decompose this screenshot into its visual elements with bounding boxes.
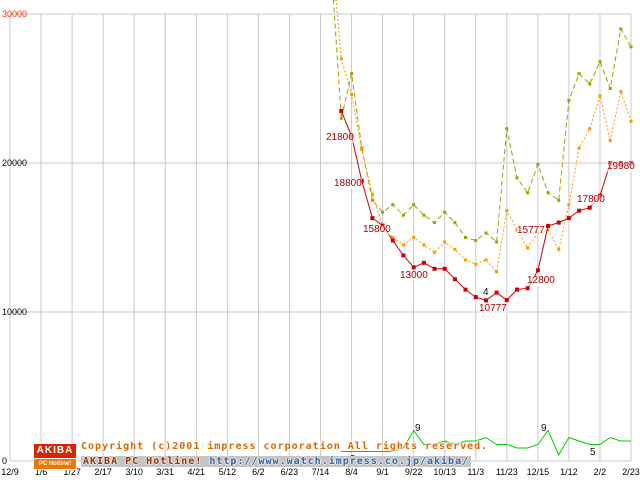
marker-olive-dashed-line <box>546 191 550 195</box>
marker-red-solid-line <box>587 205 592 210</box>
series-olive-dashed-line <box>332 0 632 244</box>
marker-orange-dotted-line <box>391 236 395 239</box>
marker-red-solid-line <box>463 287 468 292</box>
marker-olive-dashed-line <box>536 163 540 166</box>
marker-red-solid-line <box>432 266 437 271</box>
marker-olive-dashed-line <box>505 127 509 131</box>
marker-olive-dashed-line <box>515 176 519 180</box>
marker-orange-dotted-line <box>495 270 499 274</box>
marker-olive-dashed-line <box>588 82 592 86</box>
akiba-logo-bottom-text: PC Hotline! <box>33 459 77 470</box>
akiba-logo: AKIBA PC Hotline! <box>33 443 77 470</box>
marker-olive-dashed-line <box>495 240 499 244</box>
site-name-text: AKIBA PC Hotline! <box>83 456 203 467</box>
marker-olive-dashed-line <box>391 203 395 207</box>
marker-red-solid-line <box>566 216 571 221</box>
marker-red-solid-line <box>525 286 530 291</box>
marker-olive-dashed-line <box>608 87 612 90</box>
marker-orange-dotted-line <box>350 93 354 96</box>
marker-red-solid-line <box>504 298 509 303</box>
series-red-solid-line <box>340 110 631 301</box>
marker-olive-dashed-line <box>381 210 385 214</box>
marker-orange-dotted-line <box>619 90 623 93</box>
marker-olive-dashed-line <box>443 210 447 214</box>
marker-red-solid-line <box>380 223 385 228</box>
marker-olive-dashed-line <box>567 98 571 102</box>
marker-orange-dotted-line <box>629 119 633 123</box>
marker-olive-dashed-line <box>339 116 343 120</box>
copyright-text: Copyright (c)2001 impress corporation Al… <box>81 441 489 452</box>
marker-olive-dashed-line <box>433 221 436 225</box>
marker-red-solid-line <box>515 287 519 292</box>
akiba-logo-top-text: AKIBA <box>33 443 77 459</box>
marker-orange-dotted-line <box>484 258 488 262</box>
marker-red-solid-line <box>598 193 602 198</box>
marker-orange-dotted-line <box>370 192 374 196</box>
marker-orange-dotted-line <box>474 262 478 266</box>
marker-olive-dashed-line <box>526 191 530 195</box>
marker-orange-dotted-line <box>557 247 561 251</box>
marker-olive-dashed-line <box>453 221 457 225</box>
marker-orange-dotted-line <box>546 228 550 232</box>
marker-olive-dashed-line <box>598 60 602 64</box>
marker-olive-dashed-line <box>577 72 581 76</box>
marker-olive-dashed-line <box>557 198 561 202</box>
marker-orange-dotted-line <box>505 209 509 213</box>
marker-olive-dashed-line <box>619 27 623 31</box>
marker-olive-dashed-line <box>629 45 633 49</box>
marker-orange-dotted-line <box>536 231 540 235</box>
marker-orange-dotted-line <box>608 139 612 143</box>
marker-orange-dotted-line <box>464 258 467 262</box>
marker-orange-dotted-line <box>334 0 338 1</box>
marker-red-solid-line <box>452 277 457 282</box>
marker-orange-dotted-line <box>515 228 519 232</box>
marker-red-solid-line <box>629 161 633 166</box>
marker-olive-dashed-line <box>484 231 488 235</box>
marker-orange-dotted-line <box>526 246 530 250</box>
marker-olive-dashed-line <box>474 239 478 242</box>
site-url-text: http://www.watch.impress.co.jp/akiba/ <box>209 456 470 467</box>
marker-orange-dotted-line <box>453 247 457 251</box>
marker-olive-dashed-line <box>422 213 426 217</box>
series-green-count-line <box>341 429 631 457</box>
marker-red-solid-line <box>349 134 354 139</box>
marker-olive-dashed-line <box>370 198 374 202</box>
marker-red-solid-line <box>390 238 395 243</box>
marker-orange-dotted-line <box>567 203 571 207</box>
marker-red-solid-line <box>339 108 344 113</box>
marker-red-solid-line <box>556 220 561 225</box>
marker-olive-dashed-line <box>412 203 416 207</box>
marker-red-solid-line <box>618 161 623 166</box>
marker-red-solid-line <box>608 161 613 166</box>
marker-orange-dotted-line <box>433 250 436 254</box>
marker-red-solid-line <box>359 178 364 183</box>
marker-red-solid-line <box>421 260 426 265</box>
marker-red-solid-line <box>494 290 499 295</box>
marker-orange-dotted-line <box>422 243 426 247</box>
marker-orange-dotted-line <box>577 146 581 150</box>
marker-olive-dashed-line <box>464 236 467 239</box>
marker-orange-dotted-line <box>598 94 602 98</box>
marker-red-solid-line <box>473 295 478 300</box>
marker-red-solid-line <box>484 298 488 303</box>
marker-red-solid-line <box>535 268 540 273</box>
marker-orange-dotted-line <box>412 236 416 239</box>
series-orange-dotted-line <box>335 0 632 273</box>
site-credit-line: AKIBA PC Hotline! http://www.watch.impres… <box>81 456 472 467</box>
marker-orange-dotted-line <box>339 57 343 61</box>
marker-red-solid-line <box>411 265 416 270</box>
marker-orange-dotted-line <box>443 240 447 244</box>
marker-orange-dotted-line <box>360 148 364 152</box>
marker-red-solid-line <box>546 223 551 228</box>
marker-olive-dashed-line <box>350 72 354 76</box>
marker-red-solid-line <box>401 253 406 258</box>
marker-red-solid-line <box>370 216 375 221</box>
marker-orange-dotted-line <box>588 127 592 131</box>
marker-olive-dashed-line <box>401 213 405 217</box>
marker-orange-dotted-line <box>401 243 405 247</box>
marker-red-solid-line <box>442 266 447 271</box>
marker-red-solid-line <box>577 208 582 213</box>
